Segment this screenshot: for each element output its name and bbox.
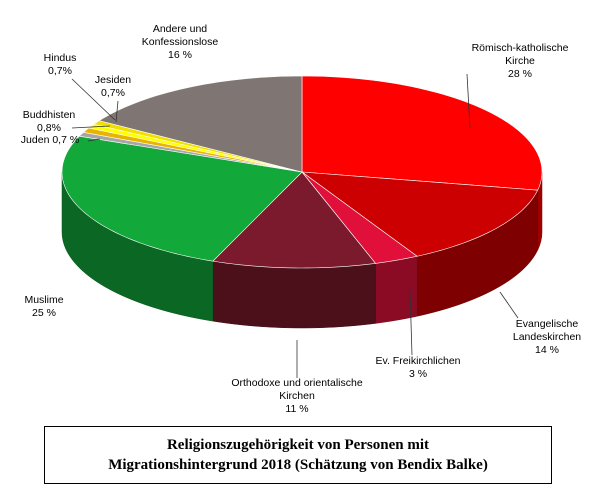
pie-slice-r-misch-katholische-kirche <box>301 75 543 191</box>
chart-caption: Religionszugehörigkeit von Personen mit … <box>44 426 552 484</box>
pie-slice-andere-und-konfessionslose <box>98 75 303 173</box>
label-hindus: Hindus 0,7% <box>43 52 77 77</box>
pie-slice-muslime <box>61 135 303 262</box>
label-juden: Juden 0,7 % <box>20 134 80 146</box>
pie-slice-ev-freikirchlichen <box>301 171 418 264</box>
pie-slice-orthodoxe-und-orientalische-kirchen <box>212 171 377 269</box>
pie-chart <box>61 73 543 378</box>
label-evangelisch: Evangelische Landeskirchen 14 % <box>512 318 582 356</box>
label-andere: Andere und Konfessionslose 16 % <box>141 23 219 61</box>
label-muslime: Muslime 25 % <box>24 294 64 319</box>
leader-jesiden <box>115 100 119 123</box>
leader-hindus <box>71 78 116 121</box>
label-buddhisten: Buddhisten 0,8% <box>22 109 76 134</box>
leader-freikirchen <box>409 289 413 356</box>
caption-line-1: Religionszugehörigkeit von Personen mit <box>166 437 430 453</box>
leader-roemisch-katholisch <box>466 73 471 129</box>
label-freikirchen: Ev. Freikirchlichen 3 % <box>375 355 461 380</box>
label-jesiden: Jesiden 0,7% <box>94 74 132 99</box>
leader-lines <box>71 73 519 378</box>
caption-line-2: Migrationshintergrund 2018 (Schätzung vo… <box>108 457 488 473</box>
leader-buddhisten <box>71 125 111 129</box>
label-roemisch-katholisch: Römisch-katholische Kirche 28 % <box>471 42 569 80</box>
label-orthodox: Orthodoxe und orientalische Kirchen 11 % <box>231 377 363 415</box>
pie-slice-evangelische-landeskirchen <box>300 171 539 257</box>
pie-side-orthodoxe-und-orientalische-kirchen <box>212 260 376 329</box>
leader-juden <box>87 138 101 142</box>
leader-evangelisch <box>499 291 519 319</box>
